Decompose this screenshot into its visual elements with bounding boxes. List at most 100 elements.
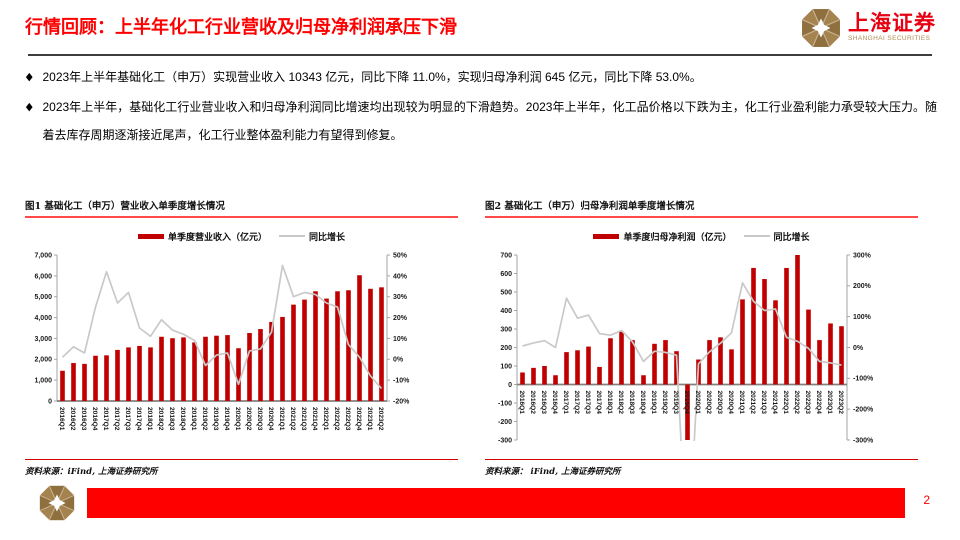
svg-text:2018Q2: 2018Q2 — [617, 391, 624, 415]
svg-text:2018Q3: 2018Q3 — [628, 391, 635, 415]
logo-octagon-icon — [801, 8, 841, 48]
revenue-chart: 7,000 6,000 5,000 4,000 3,000 2,000 1,000 0 50% 4… — [34, 252, 410, 431]
logo-cn-text: 上海证券 — [848, 12, 936, 36]
svg-text:300: 300 — [500, 326, 512, 333]
svg-text:100: 100 — [500, 363, 512, 370]
svg-text:-300: -300 — [498, 437, 512, 444]
legend-label: 单季度营业收入（亿元） — [167, 231, 267, 242]
svg-text:2016Q1: 2016Q1 — [58, 407, 65, 431]
svg-text:2019Q4: 2019Q4 — [223, 407, 230, 431]
chart-legend: 单季度营业收入（亿元） 同比增长 — [25, 229, 458, 243]
figure-revenue: 图1 基础化工（申万）营业收入单季度增长情况 单季度营业收入（亿元） 同比增长 … — [25, 198, 458, 477]
svg-text:2020Q1: 2020Q1 — [234, 407, 241, 431]
svg-text:2022Q4: 2022Q4 — [355, 407, 362, 431]
legend-label: 同比增长 — [773, 231, 810, 242]
line-swatch-icon — [279, 235, 305, 237]
svg-text:2023Q1: 2023Q1 — [826, 391, 833, 415]
svg-text:2017Q1: 2017Q1 — [562, 391, 569, 415]
svg-text:10%: 10% — [393, 336, 408, 343]
svg-text:2016Q1: 2016Q1 — [518, 391, 525, 415]
svg-text:2018Q4: 2018Q4 — [179, 407, 186, 431]
svg-text:500: 500 — [500, 289, 512, 296]
svg-text:400: 400 — [500, 308, 512, 315]
svg-text:300%: 300% — [853, 252, 872, 259]
svg-text:0: 0 — [48, 398, 52, 405]
svg-text:2021Q1: 2021Q1 — [738, 391, 745, 415]
svg-text:2021Q2: 2021Q2 — [289, 407, 296, 431]
legend-item-bar: 单季度营业收入（亿元） — [137, 230, 267, 243]
svg-text:2020Q2: 2020Q2 — [705, 391, 712, 415]
svg-text:2017Q3: 2017Q3 — [124, 407, 131, 431]
svg-text:2019Q2: 2019Q2 — [201, 407, 208, 431]
figure-caption: 图1 基础化工（申万）营业收入单季度增长情况 — [25, 198, 458, 218]
svg-text:40%: 40% — [393, 273, 408, 280]
svg-text:2018Q3: 2018Q3 — [168, 407, 175, 431]
svg-text:2020Q2: 2020Q2 — [245, 407, 252, 431]
bullet-list: ◆ 2023年上半年基础化工（申万）实现营业收入 10343 亿元，同比下降 1… — [25, 63, 937, 151]
svg-text:2022Q2: 2022Q2 — [793, 391, 800, 415]
svg-text:2017Q4: 2017Q4 — [595, 391, 602, 415]
bar-swatch-icon — [593, 233, 620, 239]
svg-text:2016Q4: 2016Q4 — [551, 391, 558, 415]
svg-text:2022Q1: 2022Q1 — [322, 407, 329, 431]
svg-text:200%: 200% — [853, 283, 872, 290]
svg-text:5,000: 5,000 — [34, 294, 52, 301]
svg-text:2019Q3: 2019Q3 — [212, 407, 219, 431]
figure-net-profit: 图2 基础化工（申万）归母净利润单季度增长情况 单季度归母净利润（亿元） 同比增… — [485, 198, 918, 477]
svg-text:2016Q2: 2016Q2 — [529, 391, 536, 415]
svg-text:2022Q3: 2022Q3 — [344, 407, 351, 431]
svg-text:600: 600 — [500, 271, 512, 278]
svg-text:2019Q1: 2019Q1 — [650, 391, 657, 415]
svg-text:2022Q3: 2022Q3 — [804, 391, 811, 415]
page-number: 2 — [923, 493, 930, 507]
bullet-item: ◆ 2023年上半年，基础化工行业营业收入和归母净利润同比增速均出现较为明显的下… — [25, 93, 937, 149]
svg-text:2016Q3: 2016Q3 — [540, 391, 547, 415]
svg-text:-20%: -20% — [393, 398, 410, 405]
diamond-bullet-icon: ◆ — [25, 101, 33, 113]
svg-text:2016Q3: 2016Q3 — [80, 407, 87, 431]
svg-text:100%: 100% — [853, 314, 872, 321]
svg-text:2023Q1: 2023Q1 — [366, 407, 373, 431]
shanghai-securities-logo: 上海证券 SHANGHAI SECURITIES — [800, 7, 936, 49]
svg-text:7,000: 7,000 — [34, 252, 52, 259]
svg-text:2019Q2: 2019Q2 — [661, 391, 668, 415]
figure-source: 资料来源： iFind, 上海证券研究所 — [485, 459, 918, 477]
header-divider — [28, 54, 932, 56]
svg-text:2018Q2: 2018Q2 — [157, 407, 164, 431]
diamond-bullet-icon: ◆ — [25, 71, 33, 83]
legend-item-bar: 单季度归母净利润（亿元） — [593, 230, 732, 243]
svg-text:1,000: 1,000 — [34, 378, 52, 385]
legend-item-line: 同比增长 — [743, 230, 810, 243]
svg-text:2017Q1: 2017Q1 — [102, 407, 109, 431]
svg-text:2020Q4: 2020Q4 — [267, 407, 274, 431]
footer-octagon-icon — [39, 485, 75, 521]
svg-text:2023Q2: 2023Q2 — [377, 407, 384, 431]
chart-legend: 单季度归母净利润（亿元） 同比增长 — [485, 229, 918, 243]
svg-text:2019Q4: 2019Q4 — [683, 391, 690, 415]
figure-source: 资料来源：iFind, 上海证券研究所 — [25, 459, 458, 477]
svg-text:-300%: -300% — [853, 437, 874, 444]
svg-text:2016Q4: 2016Q4 — [91, 407, 98, 431]
line-swatch-icon — [743, 235, 770, 237]
svg-text:2022Q2: 2022Q2 — [333, 407, 340, 431]
bullet-item: ◆ 2023年上半年基础化工（申万）实现营业收入 10343 亿元，同比下降 1… — [25, 63, 937, 91]
svg-text:-100%: -100% — [853, 376, 874, 383]
svg-text:6,000: 6,000 — [34, 273, 52, 280]
svg-text:2018Q1: 2018Q1 — [146, 407, 153, 431]
svg-text:4,000: 4,000 — [34, 315, 52, 322]
svg-text:50%: 50% — [393, 252, 408, 259]
svg-text:0%: 0% — [393, 357, 404, 364]
net-profit-chart: 700 600 500 400 300 200 100 0 -100 -200 -300 300% 20… — [498, 252, 874, 444]
svg-text:2020Q4: 2020Q4 — [727, 391, 734, 415]
svg-text:2017Q4: 2017Q4 — [135, 407, 142, 431]
svg-text:2021Q4: 2021Q4 — [311, 407, 318, 431]
svg-text:2022Q4: 2022Q4 — [815, 391, 822, 415]
footer-red-band — [87, 488, 905, 518]
bullet-text: 2023年上半年，基础化工行业营业收入和归母净利润同比增速均出现较为明显的下滑趋… — [42, 100, 937, 142]
svg-text:3,000: 3,000 — [34, 336, 52, 343]
svg-text:2020Q3: 2020Q3 — [716, 391, 723, 415]
legend-item-line: 同比增长 — [279, 230, 345, 243]
svg-text:2017Q2: 2017Q2 — [573, 391, 580, 415]
svg-text:2021Q3: 2021Q3 — [760, 391, 767, 415]
